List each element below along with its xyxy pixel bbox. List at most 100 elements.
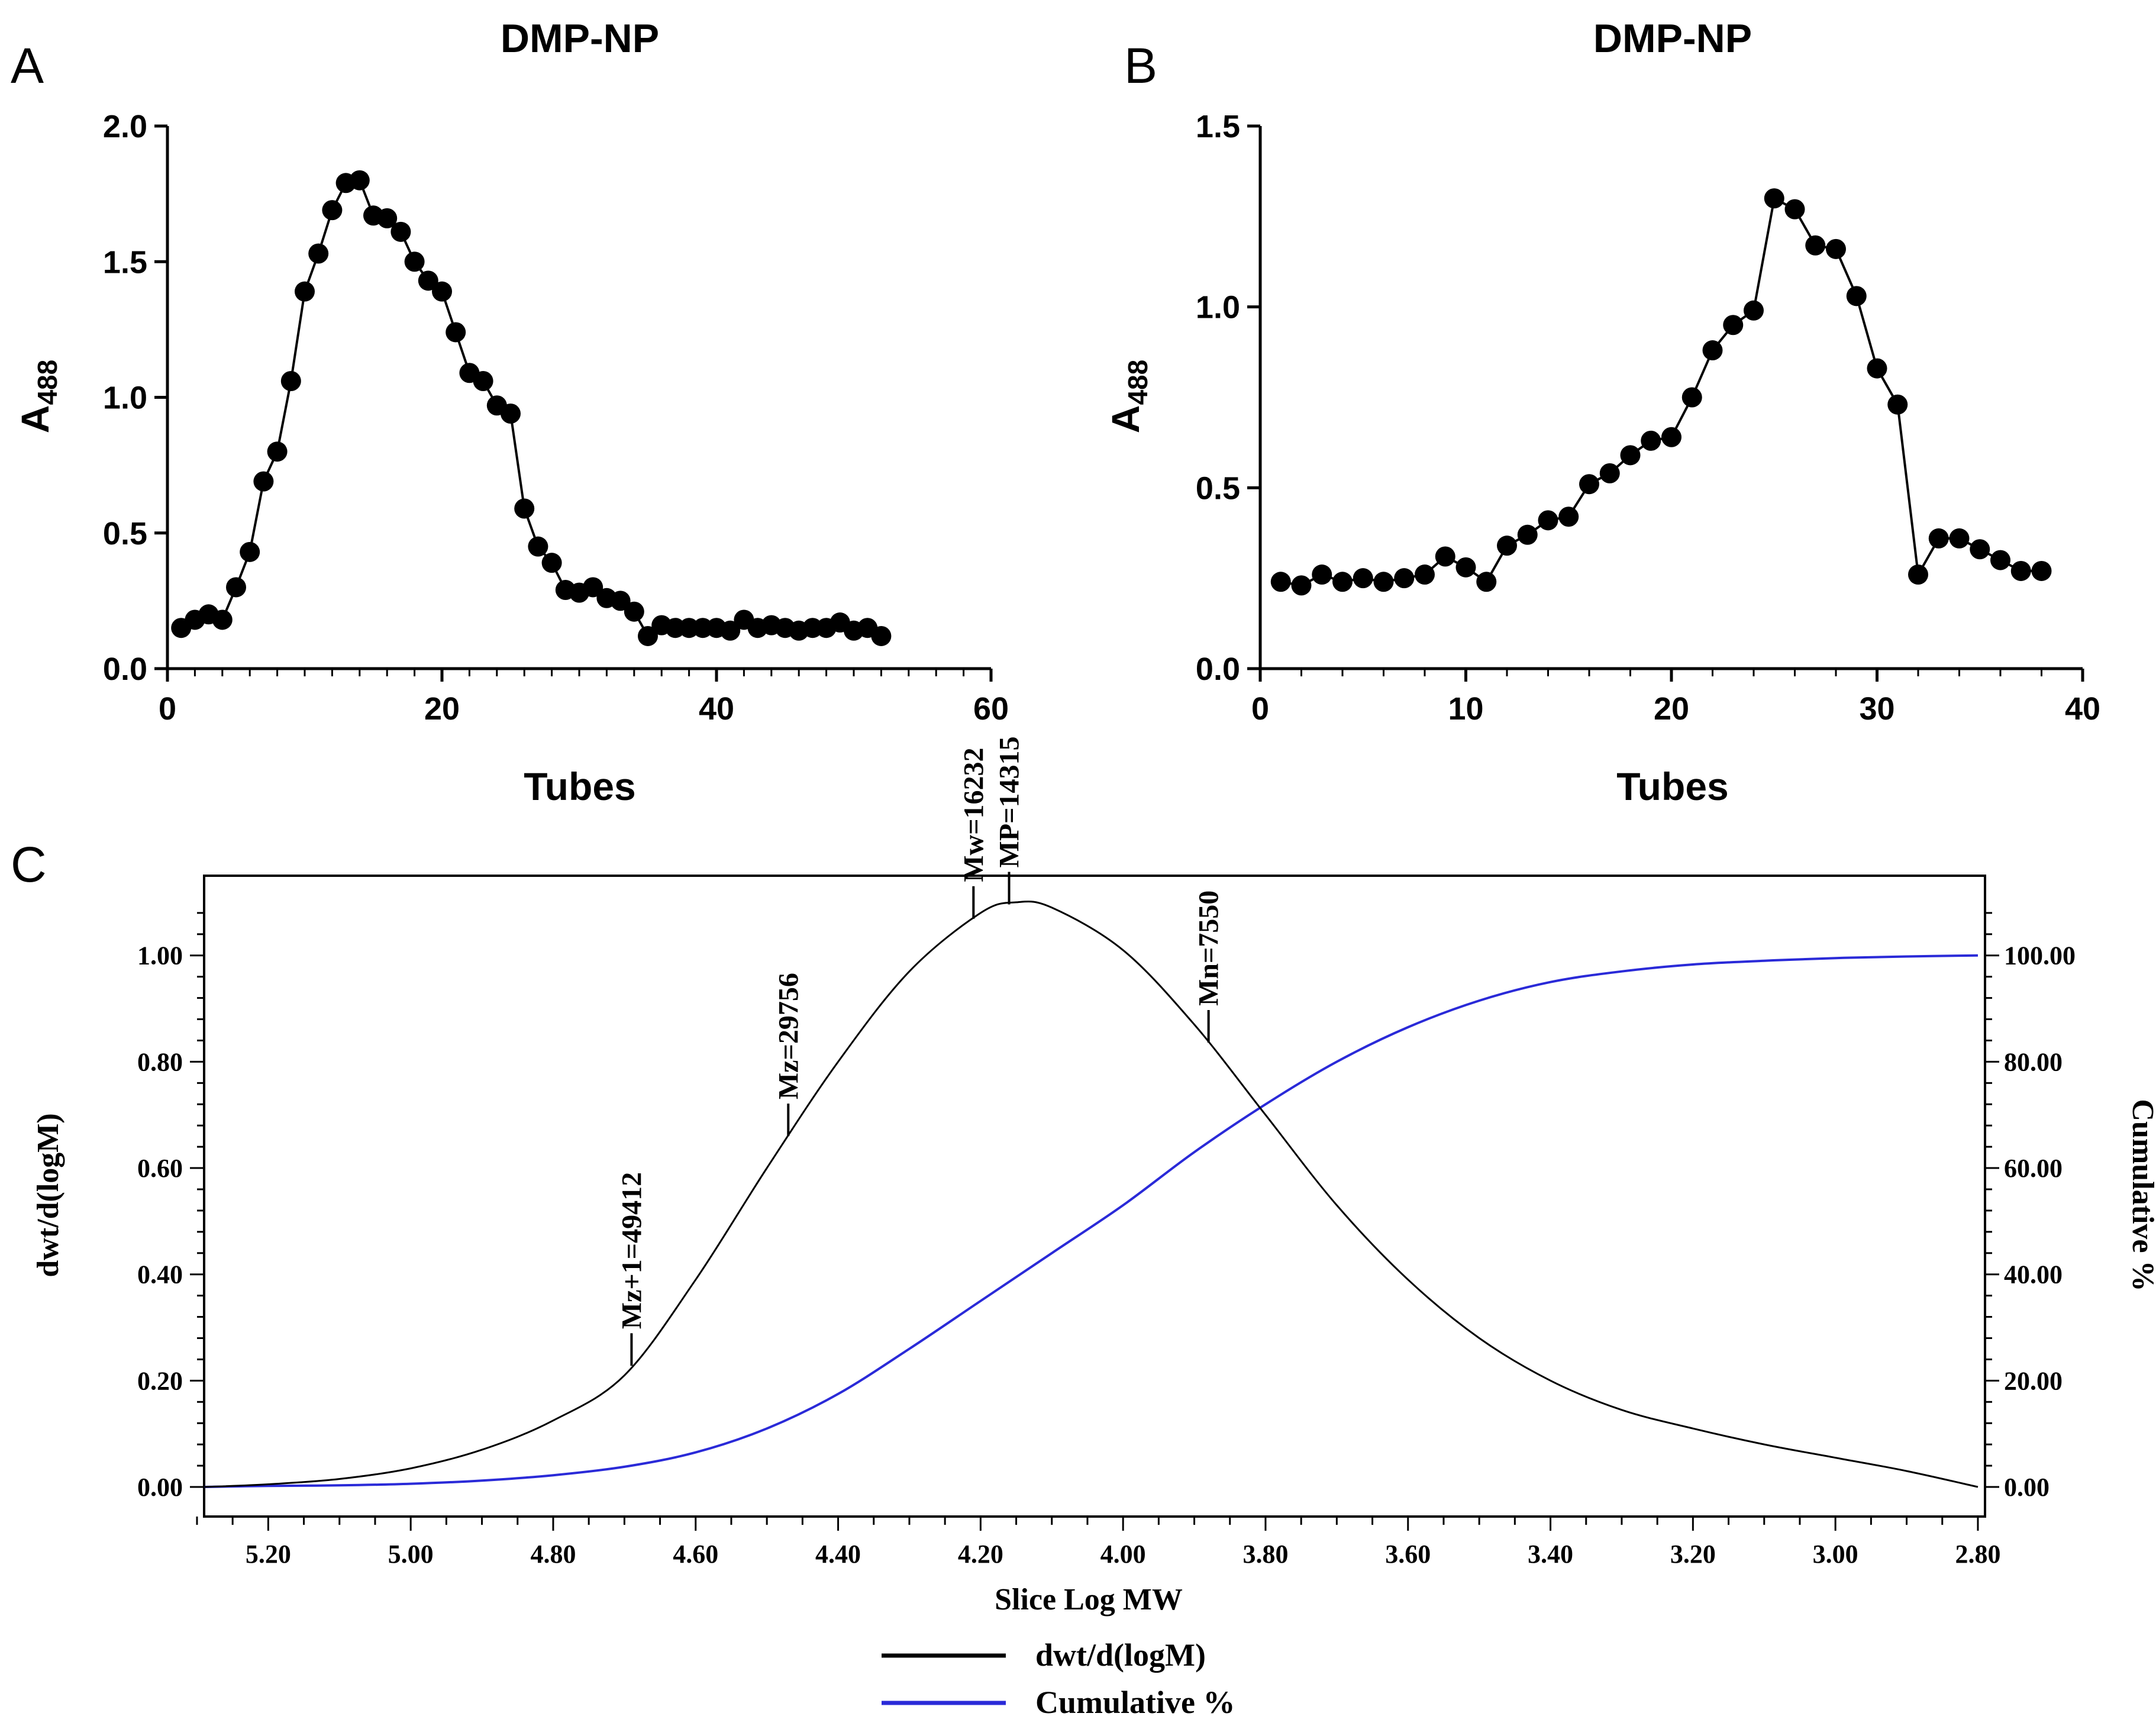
panel-b-data-point [1291,575,1312,596]
panel-b-data-point [1784,199,1805,220]
cumulative-curve [204,954,1979,1488]
panel-b-x-tick-label: 40 [2065,691,2100,727]
panel-b-data-point [1908,564,1928,585]
panel-c-x-tick-label: 4.60 [673,1540,718,1569]
panel-c-letter: C [11,837,47,892]
panel-a-y-tick-label: 0.0 [103,651,147,687]
panel-b-x-axis-label: Tubes [1616,764,1728,808]
panel-b-y-tick-label: 1.5 [1196,109,1240,144]
panel-b-data-point [1805,235,1826,256]
panel-a-data-point [638,625,658,646]
panel-a-data-point [349,170,370,191]
panel-a-data-point [432,281,452,302]
panel-c-left-y-tick-label: 0.00 [137,1473,183,1502]
panel-a-data-point [267,441,288,462]
panel-a-data-point [720,620,741,641]
panel-b-data-point [2031,560,2052,581]
panel-b-data-point [1353,568,1373,589]
panel-b-y-axis-label-sub: 488 [1122,360,1153,405]
panel-b-data-point [1394,568,1415,589]
panel-c-x-tick-label: 5.20 [246,1540,291,1569]
panel-b-data-point [1970,539,1990,560]
panel-b-data-point [1990,550,2010,570]
panel-b-data-point [1538,510,1558,531]
panel-c-legend: dwt/d(logM) Cumulative % [882,1637,1235,1720]
panel-a-y-axis-label: A488 [13,360,63,433]
panel-a-data-point [377,208,398,228]
panel-a-x-tick-label: 60 [973,691,1009,727]
panel-a-title: DMP-NP [501,16,659,61]
panel-b-data-point [1476,572,1497,592]
panel-a-y-tick-label: 2.0 [103,109,147,144]
panel-b-y-tick-label: 1.0 [1196,290,1240,325]
panel-c-x-tick-label: 2.80 [1955,1540,2000,1569]
panel-b-data-point [1558,506,1579,527]
panel-b-y-axis-label: A488 [1103,360,1153,433]
panel-c-right-y-tick-label: 0.00 [2004,1473,2050,1502]
panel-a-data-point [240,541,260,562]
panel-a-y-axis-label-main: A [13,405,57,434]
annotation-label: Mw=16232 [958,747,989,882]
panel-b-data-point [1681,387,1702,408]
panel-b-data-point [1517,524,1538,545]
panel-a-y-tick-label: 1.0 [103,380,147,416]
panel-c-right-y-tick-label: 20.00 [2004,1366,2063,1395]
panel-a-data-point [280,370,301,391]
panel-c-left-y-tick-label: 0.60 [137,1154,183,1183]
panel-a-series-line [180,179,882,638]
panel-b-x-tick-label: 10 [1448,691,1483,727]
panel-c-right-y-tick-label: 60.00 [2004,1154,2063,1183]
panel-b-data-point [1332,572,1353,592]
panel-b-series-line [1280,196,2042,587]
panel-c-x-axis-label: Slice Log MW [995,1583,1183,1617]
panel-a-series [171,170,892,646]
panel-c-left-y-tick-label: 0.40 [137,1260,183,1289]
panel-b-axes: 0.0 0.5 1.0 1.5 0 10 20 30 40 [1196,109,2100,727]
panel-a-data-point [212,609,233,630]
panel-c-x-tick-label: 3.40 [1528,1540,1573,1569]
panel-b-y-tick-label: 0.5 [1196,470,1240,506]
panel-a-x-tick-label: 0 [159,691,176,727]
annotation-label: Mz=29756 [773,973,804,1099]
panel-c-x-tick-label: 3.20 [1670,1540,1716,1569]
panel-a-data-point [541,553,562,573]
panel-b-title: DMP-NP [1593,16,1752,61]
panel-c-x-tick-label: 3.80 [1242,1540,1288,1569]
panel-c-right-y-tick-label: 100.00 [2004,941,2076,970]
panel-b-series [1270,188,2052,596]
panel-c-right-y-axis-label: Cumulative % [2126,1099,2156,1292]
panel-c-right-y-tick-label: 80.00 [2004,1047,2063,1076]
panel-c-x-tick-label: 5.00 [388,1540,434,1569]
panel-a-data-point [390,221,411,242]
panel-b-data-point [1867,358,1887,379]
panel-a-data-point [514,498,535,519]
panel-c-x-tick-label: 4.00 [1100,1540,1146,1569]
panel-b-x-tick-label: 0 [1251,691,1269,727]
annotation-label: MP=14315 [994,737,1025,868]
annotation-label: Mz+1=49412 [616,1172,647,1329]
panel-b-letter: B [1124,38,1157,93]
panel-a: A DMP-NP Tubes A488 0.00.51.01.52.00 20 40… [11,16,1009,808]
panel-c-axes: 5.20 5.00 4.80 4.60 4.40 4.20 4.00 3.80 3.60 3.40… [137,912,2076,1569]
panel-b-data-point [1270,572,1291,592]
panel-b-data-point [2010,560,2031,581]
panel-a-y-tick-label: 0.5 [103,516,147,551]
panel-b-data-point [1887,394,1908,415]
panel-a-data-point [583,577,603,598]
panel-b-data-point [1455,557,1476,578]
panel-b-data-point [1928,528,1949,549]
panel-a-data-point [473,370,493,391]
panel-c-x-tick-label: 4.80 [530,1540,576,1569]
panel-a-data-point [624,601,644,622]
panel-c-x-tick-label: 4.40 [815,1540,861,1569]
panel-a-x-axis-label: Tubes [524,764,635,808]
panel-b-x-tick-label: 20 [1654,691,1689,727]
panel-c-right-y-tick-label: 40.00 [2004,1260,2063,1289]
panel-a-data-point [322,200,343,221]
panel-a-data-point [253,471,274,492]
panel-c: C Slice Log MW dwt/d(logM) Cumulative % … [11,737,2156,1720]
panel-b-data-point [1702,340,1723,361]
panel-b-data-point [1415,564,1435,585]
panel-c-left-y-tick-label: 1.00 [137,941,183,970]
panel-b-data-point [1620,445,1641,466]
